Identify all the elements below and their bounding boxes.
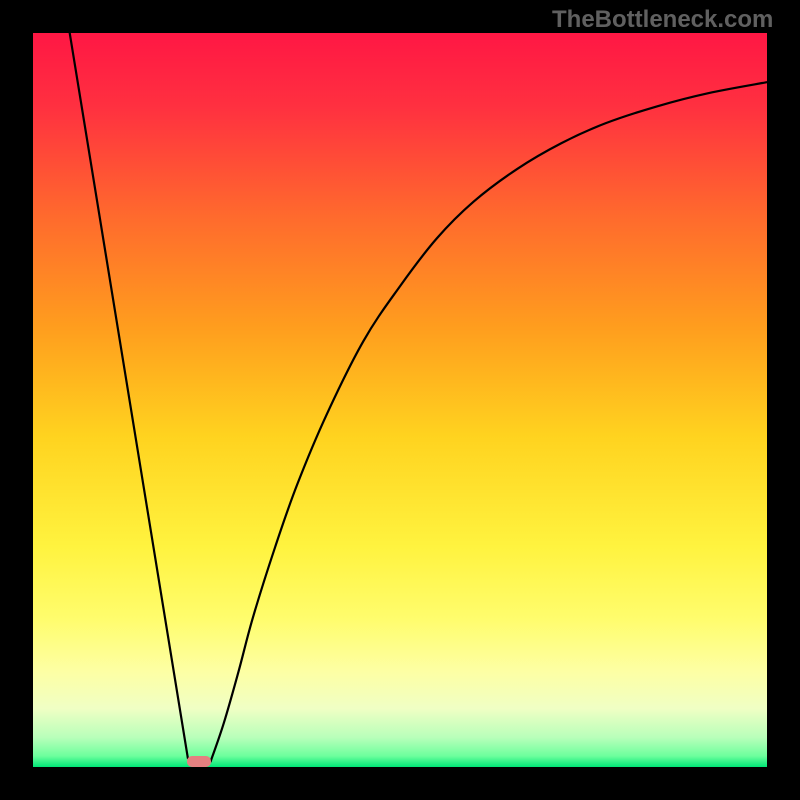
bottleneck-curve <box>0 0 800 800</box>
minimum-marker <box>187 756 211 767</box>
left-branch-line <box>70 33 188 758</box>
right-branch-line <box>211 82 767 761</box>
outer-frame: TheBottleneck.com <box>0 0 800 800</box>
